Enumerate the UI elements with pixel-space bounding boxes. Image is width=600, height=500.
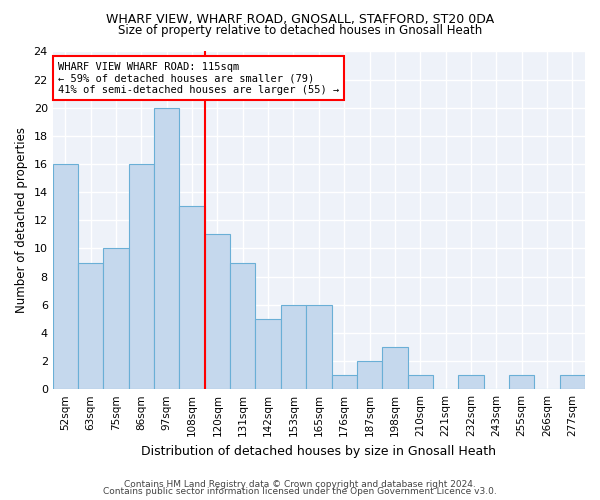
Text: Contains HM Land Registry data © Crown copyright and database right 2024.: Contains HM Land Registry data © Crown c… [124,480,476,489]
Y-axis label: Number of detached properties: Number of detached properties [15,128,28,314]
Bar [281,305,306,389]
Bar [509,375,535,389]
Bar [407,375,433,389]
Bar [179,206,205,389]
Bar [230,262,256,389]
Bar [103,248,129,389]
Bar [154,108,179,389]
Bar [256,319,281,389]
Text: WHARF VIEW WHARF ROAD: 115sqm
← 59% of detached houses are smaller (79)
41% of s: WHARF VIEW WHARF ROAD: 115sqm ← 59% of d… [58,62,339,95]
Bar [78,262,103,389]
Bar [205,234,230,389]
X-axis label: Distribution of detached houses by size in Gnosall Heath: Distribution of detached houses by size … [142,444,496,458]
Bar [458,375,484,389]
Bar [53,164,78,389]
Bar [306,305,332,389]
Text: Contains public sector information licensed under the Open Government Licence v3: Contains public sector information licen… [103,488,497,496]
Bar [357,361,382,389]
Text: WHARF VIEW, WHARF ROAD, GNOSALL, STAFFORD, ST20 0DA: WHARF VIEW, WHARF ROAD, GNOSALL, STAFFOR… [106,12,494,26]
Bar [332,375,357,389]
Bar [560,375,585,389]
Bar [382,347,407,389]
Bar [129,164,154,389]
Text: Size of property relative to detached houses in Gnosall Heath: Size of property relative to detached ho… [118,24,482,37]
